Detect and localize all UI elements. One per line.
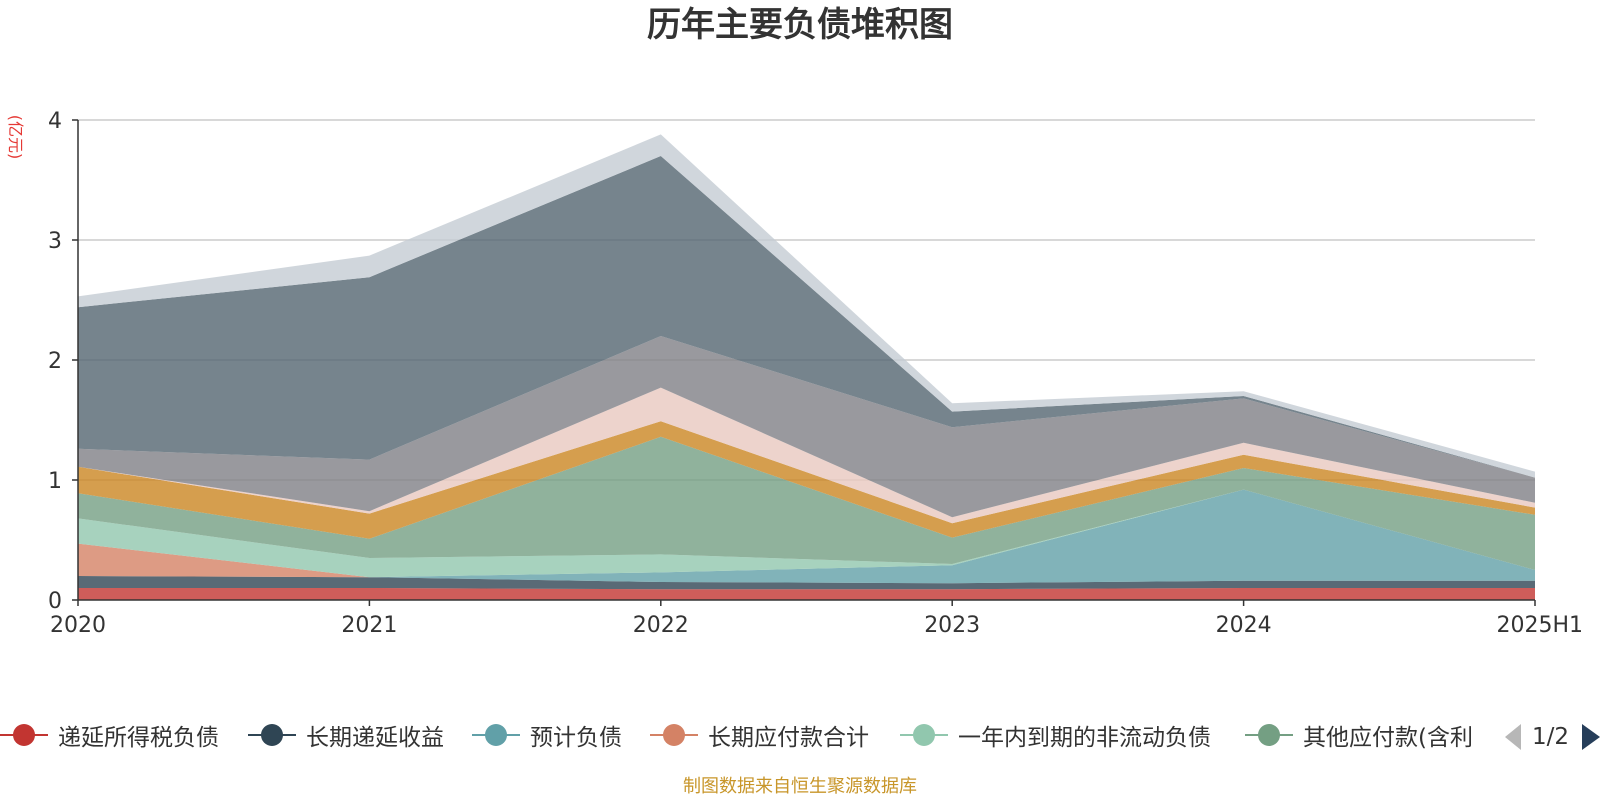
legend-marker-icon: [900, 720, 948, 750]
legend-item[interactable]: 递延所得税负债: [0, 718, 219, 752]
area-series-4[interactable]: [78, 489, 1535, 578]
legend-marker-icon: [248, 720, 296, 750]
y-tick-label: 4: [48, 109, 62, 134]
area-layer: [78, 134, 1535, 600]
legend-label: 其他应付款(含利: [1303, 725, 1473, 751]
legend-pager: 1/2: [1505, 722, 1600, 752]
area-series-8[interactable]: [78, 387, 1535, 524]
area-series-3[interactable]: [78, 489, 1535, 584]
y-tick-label: 3: [48, 229, 62, 254]
area-series-7[interactable]: [78, 421, 1535, 539]
legend-marker-icon: [472, 720, 520, 750]
legend-prev-icon[interactable]: [1505, 724, 1521, 750]
y-tick-label: 2: [48, 349, 62, 374]
legend-item[interactable]: 预计负债: [472, 718, 622, 752]
area-series-6[interactable]: [78, 436, 1535, 570]
area-series-2[interactable]: [78, 576, 1535, 590]
legend-item[interactable]: 一年内到期的非流动负债: [900, 718, 1211, 752]
area-series-5[interactable]: [78, 489, 1535, 578]
legend-label: 长期递延收益: [306, 725, 444, 751]
x-tick-label: 2022: [633, 613, 689, 638]
y-tick-label: 0: [48, 589, 62, 614]
legend: 递延所得税负债 长期递延收益 预计负债 长期应付款合计 一年内到期的非流动负债 其他应付款…: [0, 718, 1600, 752]
x-tick-label: 2020: [50, 613, 106, 638]
legend-item[interactable]: 长期递延收益: [248, 718, 444, 752]
legend-label: 递延所得税负债: [58, 725, 219, 751]
y-axis-unit-label: (亿元): [6, 114, 25, 160]
legend-item[interactable]: 长期应付款合计: [650, 718, 869, 752]
legend-label: 预计负债: [530, 725, 622, 751]
legend-marker-icon: [1245, 720, 1293, 750]
source-note: 制图数据来自恒生聚源数据库: [683, 776, 917, 797]
legend-label: 长期应付款合计: [708, 725, 869, 751]
area-series-9[interactable]: [78, 336, 1535, 518]
x-tick-label: 2021: [341, 613, 397, 638]
area-series-1[interactable]: [78, 588, 1535, 600]
y-tick-label: 1: [48, 469, 62, 494]
x-tick-label: 2025H1: [1496, 613, 1583, 638]
legend-marker-icon: [650, 720, 698, 750]
area-series-10[interactable]: [78, 156, 1535, 478]
legend-label: 一年内到期的非流动负债: [958, 725, 1211, 751]
legend-marker-icon: [0, 720, 48, 750]
legend-page-indicator: 1/2: [1532, 724, 1570, 750]
axis-layer: 0 1 2 3 4 2020 2021 2022 2023 2024 2025H1: [48, 109, 1583, 638]
chart-title: 历年主要负债堆积图: [647, 5, 953, 45]
x-tick-label: 2024: [1216, 613, 1272, 638]
legend-item[interactable]: 其他应付款(含利: [1245, 718, 1473, 752]
legend-next-icon[interactable]: [1582, 724, 1600, 750]
x-tick-label: 2023: [924, 613, 980, 638]
